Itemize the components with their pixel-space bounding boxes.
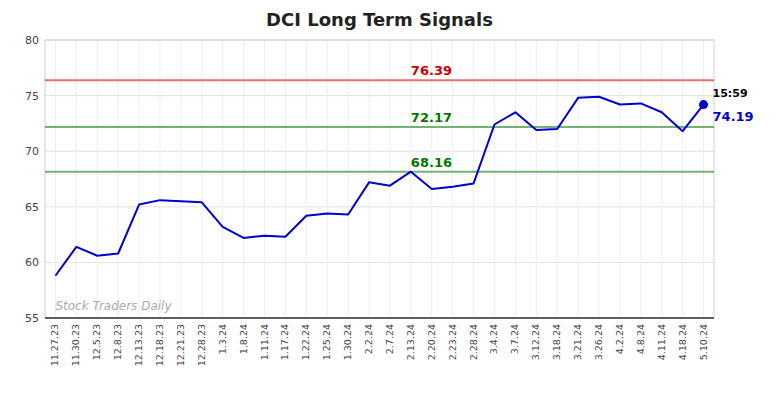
x-grid-line — [410, 40, 411, 318]
x-grid-line — [139, 40, 140, 318]
x-tick-label: 2.2.24 — [363, 324, 374, 354]
x-grid-line — [180, 40, 181, 318]
y-grid-line — [45, 95, 714, 96]
x-grid-line — [640, 40, 641, 318]
last-point — [699, 100, 708, 109]
x-tick-label: 11.27.23 — [49, 324, 60, 366]
x-tick-label: 5.10.24 — [698, 324, 709, 360]
x-tick-label: 1.3.24 — [217, 324, 228, 354]
x-grid-line — [682, 40, 683, 318]
x-grid-line — [306, 40, 307, 318]
x-grid-line — [557, 40, 558, 318]
x-tick-label: 2.7.24 — [384, 324, 395, 354]
reference-line — [45, 79, 714, 81]
x-grid-line — [536, 40, 537, 318]
y-grid-line — [45, 262, 714, 263]
x-tick-label: 12.21.23 — [175, 324, 186, 366]
x-grid-line — [473, 40, 474, 318]
reference-label: 76.39 — [411, 63, 452, 78]
x-tick-label: 12.18.23 — [154, 324, 165, 366]
y-tick-label: 55 — [25, 312, 39, 325]
x-grid-line — [599, 40, 600, 318]
x-tick-label: 12.5.23 — [91, 324, 102, 360]
x-grid-line — [222, 40, 223, 318]
title: DCI Long Term Signals — [266, 9, 493, 30]
x-tick-label: 1.22.24 — [300, 324, 311, 360]
x-grid-line — [661, 40, 662, 318]
grid — [45, 40, 714, 318]
x-grid-line — [431, 40, 432, 318]
x-grid-line — [494, 40, 495, 318]
y-grid-line — [45, 206, 714, 207]
reference-line — [45, 171, 714, 173]
x-tick-label: 1.30.24 — [342, 324, 353, 360]
reference-label: 72.17 — [411, 110, 452, 125]
x-tick-label: 12.8.23 — [112, 324, 123, 360]
x-grid-line — [159, 40, 160, 318]
x-grid-line — [97, 40, 98, 318]
reference-line — [45, 126, 714, 128]
x-grid-line — [452, 40, 453, 318]
x-tick-label: 4.18.24 — [677, 324, 688, 360]
x-grid-line — [327, 40, 328, 318]
x-tick-label: 3.26.24 — [593, 324, 604, 360]
y-tick-label: 65 — [25, 201, 39, 214]
x-tick-label: 1.8.24 — [238, 324, 249, 354]
x-grid-line — [515, 40, 516, 318]
x-tick-label: 12.13.23 — [133, 324, 144, 366]
x-tick-label: 4.2.24 — [614, 324, 625, 354]
x-tick-label: 1.11.24 — [259, 324, 270, 360]
x-grid-line — [348, 40, 349, 318]
x-tick-label: 1.17.24 — [279, 324, 290, 360]
series-line — [55, 97, 703, 276]
x-tick-label: 2.20.24 — [426, 324, 437, 360]
x-tick-label: 11.30.23 — [70, 324, 81, 366]
x-grid-line — [285, 40, 286, 318]
plot-area — [45, 80, 714, 276]
x-grid-line — [118, 40, 119, 318]
x-grid-line — [243, 40, 244, 318]
x-grid-line — [55, 40, 56, 318]
y-tick-label: 80 — [25, 34, 39, 47]
watermark: Stock Traders Daily — [55, 299, 172, 313]
x-grid-line — [703, 40, 704, 318]
x-tick-label: 12.28.23 — [196, 324, 207, 366]
x-tick-label: 3.12.24 — [530, 324, 541, 360]
x-tick-label: 3.21.24 — [572, 324, 583, 360]
y-tick-label: 60 — [25, 256, 39, 269]
chart: DCI Long Term Signals 55 60 65 70 75 80 11.27.2… — [0, 0, 784, 398]
x-grid-line — [619, 40, 620, 318]
x-grid-line — [76, 40, 77, 318]
last-value-label: 74.19 — [713, 109, 754, 124]
x-tick-label: 2.23.24 — [447, 324, 458, 360]
x-grid-line — [201, 40, 202, 318]
x-grid-line — [369, 40, 370, 318]
x-tick-label: 3.7.24 — [509, 324, 520, 354]
y-grid-line — [45, 318, 714, 319]
x-axis-line — [45, 317, 714, 319]
x-tick-label: 2.28.24 — [468, 324, 479, 360]
x-tick-label: 3.18.24 — [551, 324, 562, 360]
annotation: 15:59 — [713, 87, 748, 100]
y-tick-label: 75 — [25, 90, 39, 103]
x-tick-label: 2.13.24 — [405, 324, 416, 360]
x-tick-label: 3.4.24 — [488, 324, 499, 354]
x-tick-label: 4.8.24 — [635, 324, 646, 354]
y-grid-line — [45, 151, 714, 152]
x-grid-line — [389, 40, 390, 318]
x-grid-line — [578, 40, 579, 318]
y-tick-label: 70 — [25, 145, 39, 158]
reference-label: 68.16 — [411, 155, 452, 170]
x-tick-label: 4.11.24 — [656, 324, 667, 360]
x-grid-line — [264, 40, 265, 318]
plot-frame — [45, 40, 714, 318]
x-tick-label: 1.25.24 — [321, 324, 332, 360]
